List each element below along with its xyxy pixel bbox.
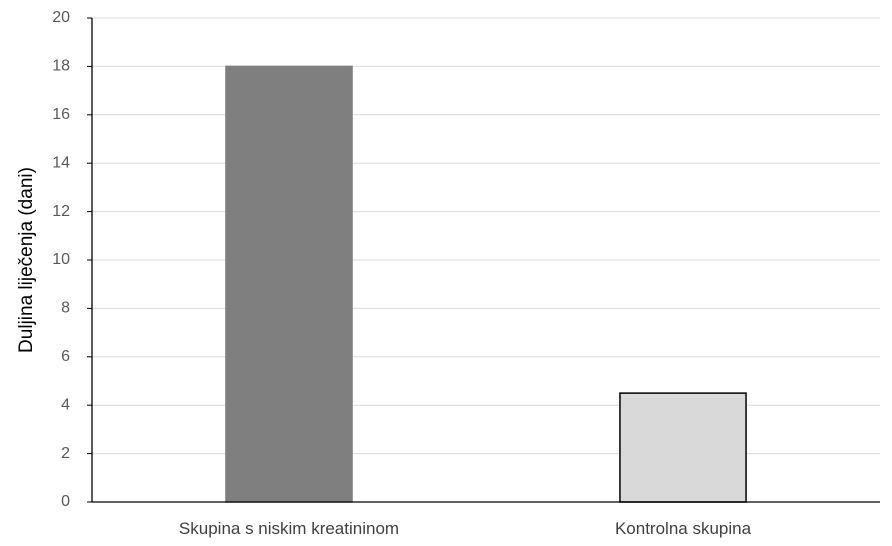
- gridlines: [92, 17, 880, 455]
- x-category-labels: Skupina s niskim kreatininom Kontrolna sk…: [179, 519, 752, 538]
- y-tick-label: 0: [61, 493, 70, 510]
- y-tick-labels: 0 2 4 6 8 10 12 14 16 18 20: [52, 9, 92, 510]
- bar: [619, 392, 747, 503]
- y-tick-label: 16: [52, 106, 70, 123]
- x-category-label: Skupina s niskim kreatininom: [179, 519, 399, 538]
- bars: [225, 65, 747, 503]
- bar: [225, 65, 353, 503]
- y-tick-label: 8: [61, 300, 70, 317]
- y-tick-label: 2: [61, 445, 70, 462]
- y-tick-label: 18: [52, 58, 70, 75]
- x-category-label: Kontrolna skupina: [615, 519, 752, 538]
- y-tick-label: 12: [52, 203, 70, 220]
- y-tick-label: 14: [52, 154, 70, 171]
- y-axis-title: Duljina liječenja (dani): [16, 167, 37, 353]
- y-tick-label: 6: [61, 348, 70, 365]
- y-tick-label: 10: [52, 251, 70, 268]
- y-tick-label: 4: [61, 396, 70, 413]
- y-tick-label: 20: [52, 9, 70, 26]
